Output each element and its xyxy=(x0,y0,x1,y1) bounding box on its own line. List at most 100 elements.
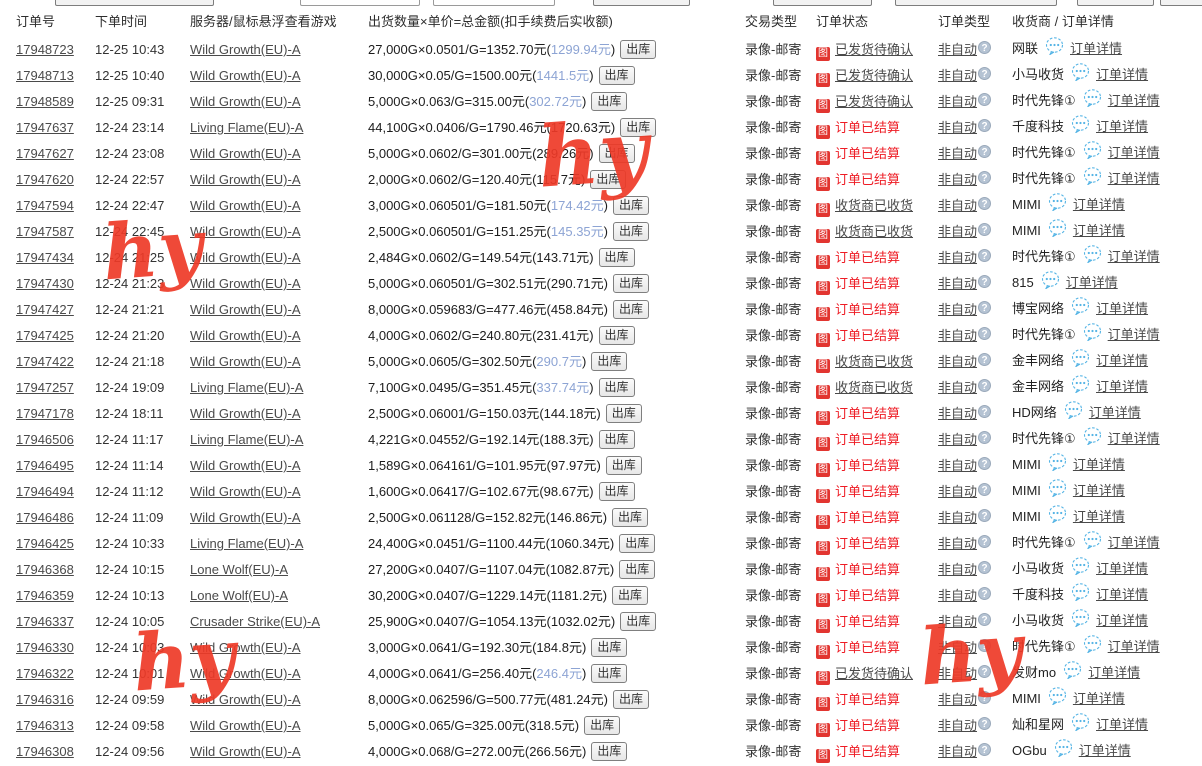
ship-out-button[interactable]: 出库 xyxy=(598,66,635,85)
chat-bubble-icon[interactable] xyxy=(1071,375,1090,402)
order-details-link[interactable]: 订单详情 xyxy=(1088,405,1141,420)
help-icon[interactable]: ? xyxy=(978,93,992,106)
server-link[interactable]: Wild Growth(EU)-A xyxy=(190,68,301,83)
ship-out-button[interactable]: 出库 xyxy=(612,586,649,605)
order-details-link[interactable]: 订单详情 xyxy=(1070,41,1123,56)
help-icon[interactable]: ? xyxy=(978,327,992,340)
ship-out-button[interactable]: 出库 xyxy=(613,300,650,319)
order-type-link[interactable]: 非自动 xyxy=(938,172,978,187)
order-status-link[interactable]: 订单已结算 xyxy=(835,614,901,629)
server-link[interactable]: Wild Growth(EU)-A xyxy=(190,146,301,161)
help-icon[interactable]: ? xyxy=(978,509,992,522)
screenshot-icon[interactable]: 图 xyxy=(816,567,830,581)
cutoff-control[interactable] xyxy=(1077,0,1154,6)
order-status-link[interactable]: 订单已结算 xyxy=(835,146,901,161)
order-details-link[interactable]: 订单详情 xyxy=(1072,197,1125,212)
chat-bubble-icon[interactable] xyxy=(1071,297,1090,324)
cutoff-control[interactable] xyxy=(433,0,555,6)
order-status-link[interactable]: 收货商已收货 xyxy=(835,380,914,395)
screenshot-icon[interactable]: 图 xyxy=(816,593,830,607)
order-id-link[interactable]: 17946337 xyxy=(16,614,74,629)
help-icon[interactable]: ? xyxy=(978,717,992,730)
server-link[interactable]: Wild Growth(EU)-A xyxy=(190,198,301,213)
order-details-link[interactable]: 订单详情 xyxy=(1088,665,1141,680)
order-status-link[interactable]: 订单已结算 xyxy=(835,276,901,291)
order-id-link[interactable]: 17947620 xyxy=(16,172,74,187)
chat-bubble-icon[interactable] xyxy=(1048,219,1067,246)
help-icon[interactable]: ? xyxy=(978,171,992,184)
help-icon[interactable]: ? xyxy=(978,197,992,210)
order-details-link[interactable]: 订单详情 xyxy=(1107,535,1160,550)
order-status-link[interactable]: 订单已结算 xyxy=(835,510,901,525)
ship-out-button[interactable]: 出库 xyxy=(620,40,657,59)
order-details-link[interactable]: 订单详情 xyxy=(1078,743,1131,758)
ship-out-button[interactable]: 出库 xyxy=(605,404,642,423)
ship-out-button[interactable]: 出库 xyxy=(613,222,650,241)
cutoff-control[interactable] xyxy=(1160,0,1202,6)
order-type-link[interactable]: 非自动 xyxy=(938,120,978,135)
help-icon[interactable]: ? xyxy=(978,587,992,600)
help-icon[interactable]: ? xyxy=(978,665,992,678)
order-status-link[interactable]: 订单已结算 xyxy=(835,562,901,577)
help-icon[interactable]: ? xyxy=(978,249,992,262)
order-status-link[interactable]: 已发货待确认 xyxy=(835,42,914,57)
order-status-link[interactable]: 订单已结算 xyxy=(835,458,901,473)
screenshot-icon[interactable]: 图 xyxy=(816,749,830,763)
chat-bubble-icon[interactable] xyxy=(1083,323,1102,350)
help-icon[interactable]: ? xyxy=(978,67,992,80)
help-icon[interactable]: ? xyxy=(978,561,992,574)
screenshot-icon[interactable]: 图 xyxy=(816,411,830,425)
order-id-link[interactable]: 17947178 xyxy=(16,406,74,421)
chat-bubble-icon[interactable] xyxy=(1048,453,1067,480)
order-type-link[interactable]: 非自动 xyxy=(938,666,978,681)
order-details-link[interactable]: 订单详情 xyxy=(1107,93,1160,108)
screenshot-icon[interactable]: 图 xyxy=(816,73,830,87)
help-icon[interactable]: ? xyxy=(978,41,992,54)
chat-bubble-icon[interactable] xyxy=(1071,557,1090,584)
order-id-link[interactable]: 17946313 xyxy=(16,718,74,733)
server-link[interactable]: Wild Growth(EU)-A xyxy=(190,224,301,239)
order-details-link[interactable]: 订单详情 xyxy=(1072,223,1125,238)
order-details-link[interactable]: 订单详情 xyxy=(1072,691,1125,706)
order-status-link[interactable]: 订单已结算 xyxy=(835,432,901,447)
order-id-link[interactable]: 17946308 xyxy=(16,744,74,759)
order-details-link[interactable]: 订单详情 xyxy=(1072,483,1125,498)
screenshot-icon[interactable]: 图 xyxy=(816,333,830,347)
order-status-link[interactable]: 订单已结算 xyxy=(835,328,901,343)
order-status-link[interactable]: 收货商已收货 xyxy=(835,198,914,213)
server-link[interactable]: Crusader Strike(EU)-A xyxy=(190,614,321,629)
help-icon[interactable]: ? xyxy=(978,353,992,366)
order-details-link[interactable]: 订单详情 xyxy=(1107,145,1160,160)
help-icon[interactable]: ? xyxy=(978,639,992,652)
chat-bubble-icon[interactable] xyxy=(1048,505,1067,532)
help-icon[interactable]: ? xyxy=(978,431,992,444)
order-details-link[interactable]: 订单详情 xyxy=(1107,639,1160,654)
ship-out-button[interactable]: 出库 xyxy=(620,612,657,631)
order-id-link[interactable]: 17947627 xyxy=(16,146,74,161)
order-details-link[interactable]: 订单详情 xyxy=(1096,301,1149,316)
screenshot-icon[interactable]: 图 xyxy=(816,255,830,269)
ship-out-button[interactable]: 出库 xyxy=(620,118,657,137)
screenshot-icon[interactable]: 图 xyxy=(816,515,830,529)
order-id-link[interactable]: 17947422 xyxy=(16,354,74,369)
cutoff-control[interactable] xyxy=(895,0,1057,6)
ship-out-button[interactable]: 出库 xyxy=(619,560,656,579)
help-icon[interactable]: ? xyxy=(978,483,992,496)
order-status-link[interactable]: 收货商已收货 xyxy=(835,224,914,239)
server-link[interactable]: Wild Growth(EU)-A xyxy=(190,510,301,525)
cutoff-control[interactable] xyxy=(55,0,214,6)
order-status-link[interactable]: 订单已结算 xyxy=(835,640,901,655)
help-icon[interactable]: ? xyxy=(978,457,992,470)
order-details-link[interactable]: 订单详情 xyxy=(1096,613,1149,628)
order-details-link[interactable]: 订单详情 xyxy=(1096,379,1149,394)
order-status-link[interactable]: 订单已结算 xyxy=(835,172,901,187)
chat-bubble-icon[interactable] xyxy=(1083,245,1102,272)
order-type-link[interactable]: 非自动 xyxy=(938,68,978,83)
order-details-link[interactable]: 订单详情 xyxy=(1107,249,1160,264)
order-id-link[interactable]: 17947587 xyxy=(16,224,74,239)
order-type-link[interactable]: 非自动 xyxy=(938,94,978,109)
ship-out-button[interactable]: 出库 xyxy=(591,92,628,111)
screenshot-icon[interactable]: 图 xyxy=(816,47,830,61)
server-link[interactable]: Wild Growth(EU)-A xyxy=(190,250,301,265)
server-link[interactable]: Wild Growth(EU)-A xyxy=(190,484,301,499)
